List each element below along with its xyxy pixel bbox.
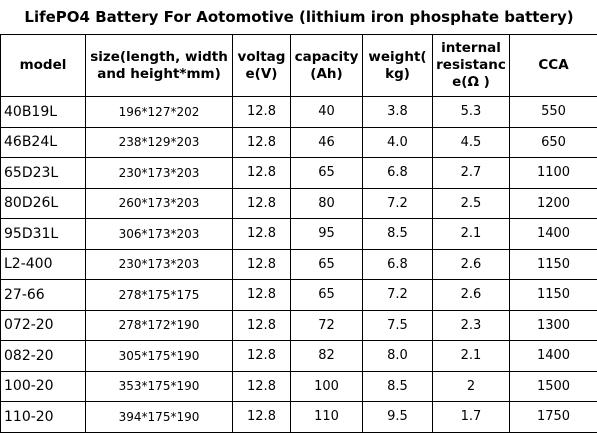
table-cell: 394*175*190 [85, 401, 233, 433]
table-cell: 110 [290, 401, 363, 433]
table-cell: 2.7 [432, 157, 510, 189]
table-row: 27-66 278*175*175 12.8 65 7.2 2.6 1150 [0, 279, 597, 311]
table-cell: 65D23L [0, 157, 86, 189]
table-cell: 1200 [508, 187, 597, 219]
table-cell: 072-20 [0, 309, 86, 341]
table-row: 082-20 305*175*190 12.8 82 8.0 2.1 1400 [0, 340, 597, 372]
table-cell: 2.6 [432, 248, 510, 280]
table-cell: 8.5 [362, 370, 433, 402]
table-cell: 12.8 [232, 218, 291, 250]
table-cell: 278*175*175 [85, 279, 233, 311]
table-cell: 1400 [508, 340, 597, 372]
table-cell: 65 [290, 279, 363, 311]
table-row: 80D26L 260*173*203 12.8 80 7.2 2.5 1200 [0, 187, 597, 219]
table-cell: 1150 [508, 279, 597, 311]
table-cell: 80D26L [0, 187, 86, 219]
table-cell: 12.8 [232, 340, 291, 372]
table-cell: 2.6 [432, 279, 510, 311]
table-cell: 230*173*203 [85, 157, 233, 189]
table-cell: 100-20 [0, 370, 86, 402]
table-row: 65D23L 230*173*203 12.8 65 6.8 2.7 1100 [0, 157, 597, 189]
table-cell: 40 [290, 96, 363, 128]
table-cell: 650 [508, 126, 597, 158]
table-row: 072-20 278*172*190 12.8 72 7.5 2.3 1300 [0, 309, 597, 341]
column-header: weight( kg) [362, 34, 433, 97]
table-cell: 12.8 [232, 96, 291, 128]
table-cell: 196*127*202 [85, 96, 233, 128]
table-cell: 27-66 [0, 279, 86, 311]
table-cell: 8.5 [362, 218, 433, 250]
table-cell: 306*173*203 [85, 218, 233, 250]
table-cell: 2.1 [432, 218, 510, 250]
table-cell: 082-20 [0, 340, 86, 372]
table-title: LifePO4 Battery For Aotomotive (lithium … [0, 0, 597, 35]
column-header: voltag e(V) [232, 34, 291, 97]
table-cell: 7.5 [362, 309, 433, 341]
table-cell: 1750 [508, 401, 597, 433]
table-cell: L2-400 [0, 248, 86, 280]
table-cell: 12.8 [232, 157, 291, 189]
header-row: model size(length, width and height*mm) vo… [0, 34, 597, 97]
table-cell: 2 [432, 370, 510, 402]
table-cell: 1150 [508, 248, 597, 280]
table-row: 110-20 394*175*190 12.8 110 9.5 1.7 1750 [0, 401, 597, 433]
table-cell: 72 [290, 309, 363, 341]
table-cell: 12.8 [232, 370, 291, 402]
table-row: 95D31L 306*173*203 12.8 95 8.5 2.1 1400 [0, 218, 597, 250]
table-cell: 260*173*203 [85, 187, 233, 219]
table-cell: 1300 [508, 309, 597, 341]
table-cell: 2.5 [432, 187, 510, 219]
table-cell: 95 [290, 218, 363, 250]
table-cell: 82 [290, 340, 363, 372]
table-cell: 12.8 [232, 309, 291, 341]
table-cell: 6.8 [362, 248, 433, 280]
table-cell: 12.8 [232, 126, 291, 158]
table-cell: 12.8 [232, 279, 291, 311]
table-row: 100-20 353*175*190 12.8 100 8.5 2 1500 [0, 370, 597, 402]
table-cell: 95D31L [0, 218, 86, 250]
table-cell: 1400 [508, 218, 597, 250]
table-cell: 8.0 [362, 340, 433, 372]
table-cell: 550 [508, 96, 597, 128]
table-cell: 65 [290, 248, 363, 280]
table-cell: 9.5 [362, 401, 433, 433]
table-cell: 2.1 [432, 340, 510, 372]
table-cell: 1500 [508, 370, 597, 402]
table-cell: 6.8 [362, 157, 433, 189]
table-row: L2-400 230*173*203 12.8 65 6.8 2.6 1150 [0, 248, 597, 280]
table-cell: 46B24L [0, 126, 86, 158]
table-cell: 7.2 [362, 279, 433, 311]
table-cell: 4.0 [362, 126, 433, 158]
table-cell: 12.8 [232, 187, 291, 219]
table-cell: 238*129*203 [85, 126, 233, 158]
table-cell: 305*175*190 [85, 340, 233, 372]
table-cell: 2.3 [432, 309, 510, 341]
table-cell: 3.8 [362, 96, 433, 128]
column-header: capacity (Ah) [290, 34, 363, 97]
column-header: CCA [508, 34, 597, 97]
table-cell: 80 [290, 187, 363, 219]
table-row: 40B19L 196*127*202 12.8 40 3.8 5.3 550 [0, 96, 597, 128]
table-cell: 1.7 [432, 401, 510, 433]
table-cell: 353*175*190 [85, 370, 233, 402]
table-cell: 278*172*190 [85, 309, 233, 341]
table-cell: 4.5 [432, 126, 510, 158]
column-header: model [0, 34, 86, 97]
table-cell: 110-20 [0, 401, 86, 433]
table-cell: 7.2 [362, 187, 433, 219]
table-cell: 12.8 [232, 401, 291, 433]
table-cell: 100 [290, 370, 363, 402]
column-header: size(length, width and height*mm) [85, 34, 233, 97]
column-header: internal resistanc e(Ω ) [432, 34, 510, 97]
table-cell: 12.8 [232, 248, 291, 280]
table-cell: 5.3 [432, 96, 510, 128]
table-cell: 1100 [508, 157, 597, 189]
table-cell: 46 [290, 126, 363, 158]
table-cell: 230*173*203 [85, 248, 233, 280]
table-row: 46B24L 238*129*203 12.8 46 4.0 4.5 650 [0, 126, 597, 158]
table-cell: 65 [290, 157, 363, 189]
table-cell: 40B19L [0, 96, 86, 128]
